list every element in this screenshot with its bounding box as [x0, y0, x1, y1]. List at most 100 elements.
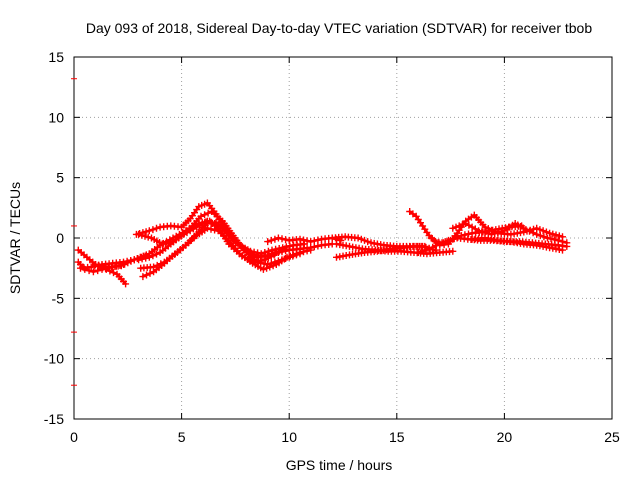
series-line: [77, 248, 127, 286]
data-point: [117, 262, 125, 270]
data-point: [310, 237, 318, 245]
edge-markers: [71, 78, 77, 386]
data-point: [275, 245, 283, 252]
data-point: [268, 246, 276, 254]
x-tick-label: 15: [389, 429, 405, 445]
tick-layer: [73, 56, 613, 420]
data-point: [207, 225, 215, 233]
data-point: [261, 249, 269, 256]
data-point: [552, 231, 560, 239]
data-point: [303, 237, 311, 245]
data-point: [153, 250, 160, 258]
x-axis-label: GPS time / hours: [286, 457, 393, 473]
data-point: [307, 244, 315, 252]
y-tick-label: 0: [56, 230, 64, 246]
data-point: [449, 247, 457, 255]
data-point: [529, 229, 537, 237]
data-point: [264, 247, 272, 255]
y-tick-label: -15: [44, 411, 64, 427]
data-point: [271, 235, 279, 243]
x-tick-label: 5: [178, 429, 186, 445]
data-point: [540, 233, 548, 241]
data-point: [439, 239, 447, 247]
data-point: [203, 224, 211, 232]
data-point: [447, 236, 455, 244]
y-tick-label: 15: [48, 49, 64, 65]
data-point: [263, 264, 271, 272]
data-point: [314, 242, 322, 250]
data-point: [282, 243, 290, 251]
data-point: [563, 239, 571, 247]
x-tick-label: 10: [281, 429, 297, 445]
data-point: [259, 265, 267, 273]
data-point: [282, 236, 290, 244]
x-tick-labels: 0 5 10 15 20 25: [70, 429, 620, 445]
data-point: [361, 236, 368, 244]
data-point: [346, 242, 353, 250]
data-point: [432, 242, 440, 250]
data-point: [145, 253, 153, 261]
data-point: [279, 244, 287, 252]
data-point: [139, 273, 147, 281]
data-point: [207, 218, 215, 226]
data-point: [559, 246, 566, 254]
data-point: [425, 245, 433, 253]
data-point: [450, 235, 458, 243]
data-point: [122, 280, 130, 288]
y-tick-label: 10: [48, 109, 64, 125]
data-point: [267, 236, 275, 244]
data-point: [429, 243, 437, 251]
data-point: [153, 224, 160, 232]
data-point: [158, 240, 166, 248]
data-point: [457, 232, 465, 240]
y-tick-labels: -15 -10 -5 0 5 10 15: [44, 49, 64, 427]
data-point: [357, 235, 365, 243]
data-point: [533, 230, 541, 238]
data-point: [211, 226, 219, 234]
data-point: [547, 235, 555, 243]
data-point: [533, 224, 541, 232]
data-point: [436, 240, 444, 248]
x-tick-label: 0: [70, 429, 78, 445]
series-track-18: [468, 234, 566, 254]
data-point: [89, 268, 97, 276]
data-point: [492, 226, 500, 234]
data-point: [149, 252, 157, 260]
data-point: [364, 238, 372, 246]
data-point: [296, 235, 304, 243]
data-point: [414, 249, 422, 256]
data-point: [138, 231, 146, 239]
data-point: [554, 236, 562, 244]
data-point: [461, 231, 469, 239]
data-point: [87, 263, 95, 271]
data-point: [247, 247, 254, 255]
data-point: [203, 217, 211, 225]
data-point: [454, 233, 462, 241]
data-point: [536, 232, 544, 240]
data-point: [197, 212, 205, 220]
data-point: [551, 236, 559, 244]
data-point: [141, 232, 149, 240]
data-point: [272, 245, 280, 253]
data-point: [539, 227, 547, 235]
data-point: [146, 269, 154, 277]
data-point: [543, 234, 551, 242]
data-point: [443, 238, 451, 246]
y-tick-label: -10: [44, 351, 64, 367]
data-point: [144, 233, 152, 241]
data-point: [546, 229, 554, 237]
series-track-8: [139, 224, 315, 281]
data-point: [536, 226, 544, 234]
data-point: [121, 260, 129, 268]
data-point: [162, 239, 170, 247]
series-track-10: [135, 217, 308, 258]
data-point: [274, 234, 282, 242]
data-point: [110, 269, 117, 277]
data-point: [138, 255, 146, 263]
data-point: [455, 222, 463, 230]
data-point: [286, 252, 294, 260]
data-point: [278, 235, 286, 243]
data-point: [142, 228, 150, 236]
series-track-12: [333, 240, 457, 258]
data-point: [135, 256, 143, 264]
